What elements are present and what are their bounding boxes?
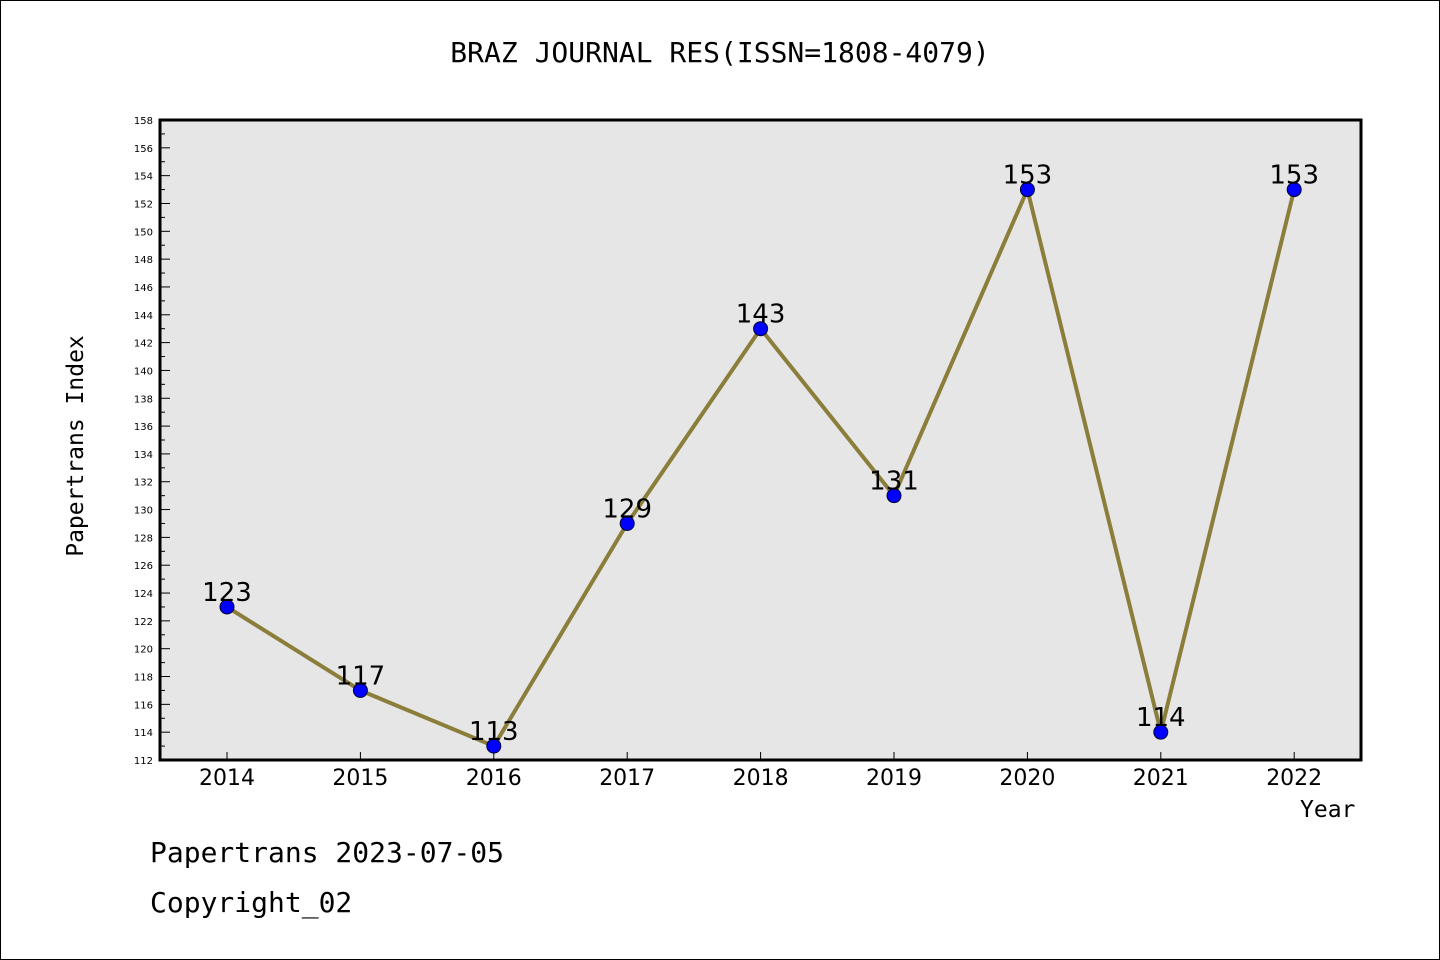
y-tick-label: 144 bbox=[134, 311, 153, 322]
y-tick-label: 128 bbox=[134, 533, 153, 544]
y-tick-label: 150 bbox=[134, 227, 153, 238]
y-tick-label: 122 bbox=[134, 617, 153, 628]
data-point bbox=[1019, 182, 1035, 198]
y-tick-label: 142 bbox=[134, 339, 153, 350]
y-tick-label: 116 bbox=[134, 700, 153, 711]
x-tick-label: 2019 bbox=[866, 766, 922, 791]
data-label: 153 bbox=[1269, 161, 1319, 191]
data-point bbox=[219, 599, 235, 615]
y-tick-label: 126 bbox=[134, 561, 153, 572]
y-tick-label: 154 bbox=[134, 172, 153, 183]
data-point bbox=[886, 488, 902, 504]
y-tick-label: 152 bbox=[134, 199, 153, 210]
data-label: 131 bbox=[869, 467, 919, 497]
y-tick-label: 136 bbox=[134, 422, 153, 433]
y-tick-label: 130 bbox=[134, 506, 153, 517]
y-tick-label: 148 bbox=[134, 255, 153, 266]
x-tick-label: 2018 bbox=[733, 766, 789, 791]
y-tick-label: 114 bbox=[134, 728, 153, 739]
data-label: 143 bbox=[736, 300, 786, 330]
data-label: 114 bbox=[1136, 703, 1186, 733]
data-point bbox=[1286, 182, 1302, 198]
footer-date: Papertrans 2023-07-05 bbox=[150, 836, 505, 869]
y-tick-label: 138 bbox=[134, 394, 153, 405]
data-point bbox=[486, 738, 502, 754]
x-tick-label: 2022 bbox=[1266, 766, 1322, 791]
y-tick-label: 124 bbox=[134, 589, 153, 600]
data-point bbox=[753, 321, 769, 337]
data-point bbox=[352, 682, 368, 698]
y-tick-label: 112 bbox=[134, 756, 153, 767]
x-axis-label: Year bbox=[1300, 797, 1356, 823]
data-label: 129 bbox=[602, 494, 652, 524]
x-tick-label: 2016 bbox=[466, 766, 522, 791]
data-point bbox=[619, 515, 635, 531]
plot-border bbox=[158, 118, 1363, 762]
data-label: 117 bbox=[336, 661, 386, 691]
y-tick-label: 132 bbox=[134, 478, 153, 489]
data-label: 123 bbox=[202, 578, 252, 608]
data-label: 153 bbox=[1003, 161, 1053, 191]
x-tick-label: 2021 bbox=[1133, 766, 1189, 791]
plot-area bbox=[160, 120, 1361, 760]
x-tick-label: 2017 bbox=[599, 766, 655, 791]
y-tick-label: 140 bbox=[134, 366, 153, 377]
footer-copyright: Copyright_02 bbox=[150, 886, 353, 919]
y-tick-label: 118 bbox=[134, 673, 153, 684]
data-label: 113 bbox=[469, 717, 519, 747]
x-tick-label: 2014 bbox=[199, 766, 255, 791]
chart-title: BRAZ JOURNAL RES(ISSN=1808-4079) bbox=[450, 36, 990, 69]
y-tick-label: 120 bbox=[134, 645, 153, 656]
y-tick-label: 158 bbox=[134, 116, 153, 127]
y-tick-label: 156 bbox=[134, 144, 153, 155]
x-tick-label: 2020 bbox=[999, 766, 1055, 791]
data-point bbox=[1153, 724, 1169, 740]
x-tick-label: 2015 bbox=[332, 766, 388, 791]
y-tick-label: 146 bbox=[134, 283, 153, 294]
y-tick-label: 134 bbox=[134, 450, 153, 461]
